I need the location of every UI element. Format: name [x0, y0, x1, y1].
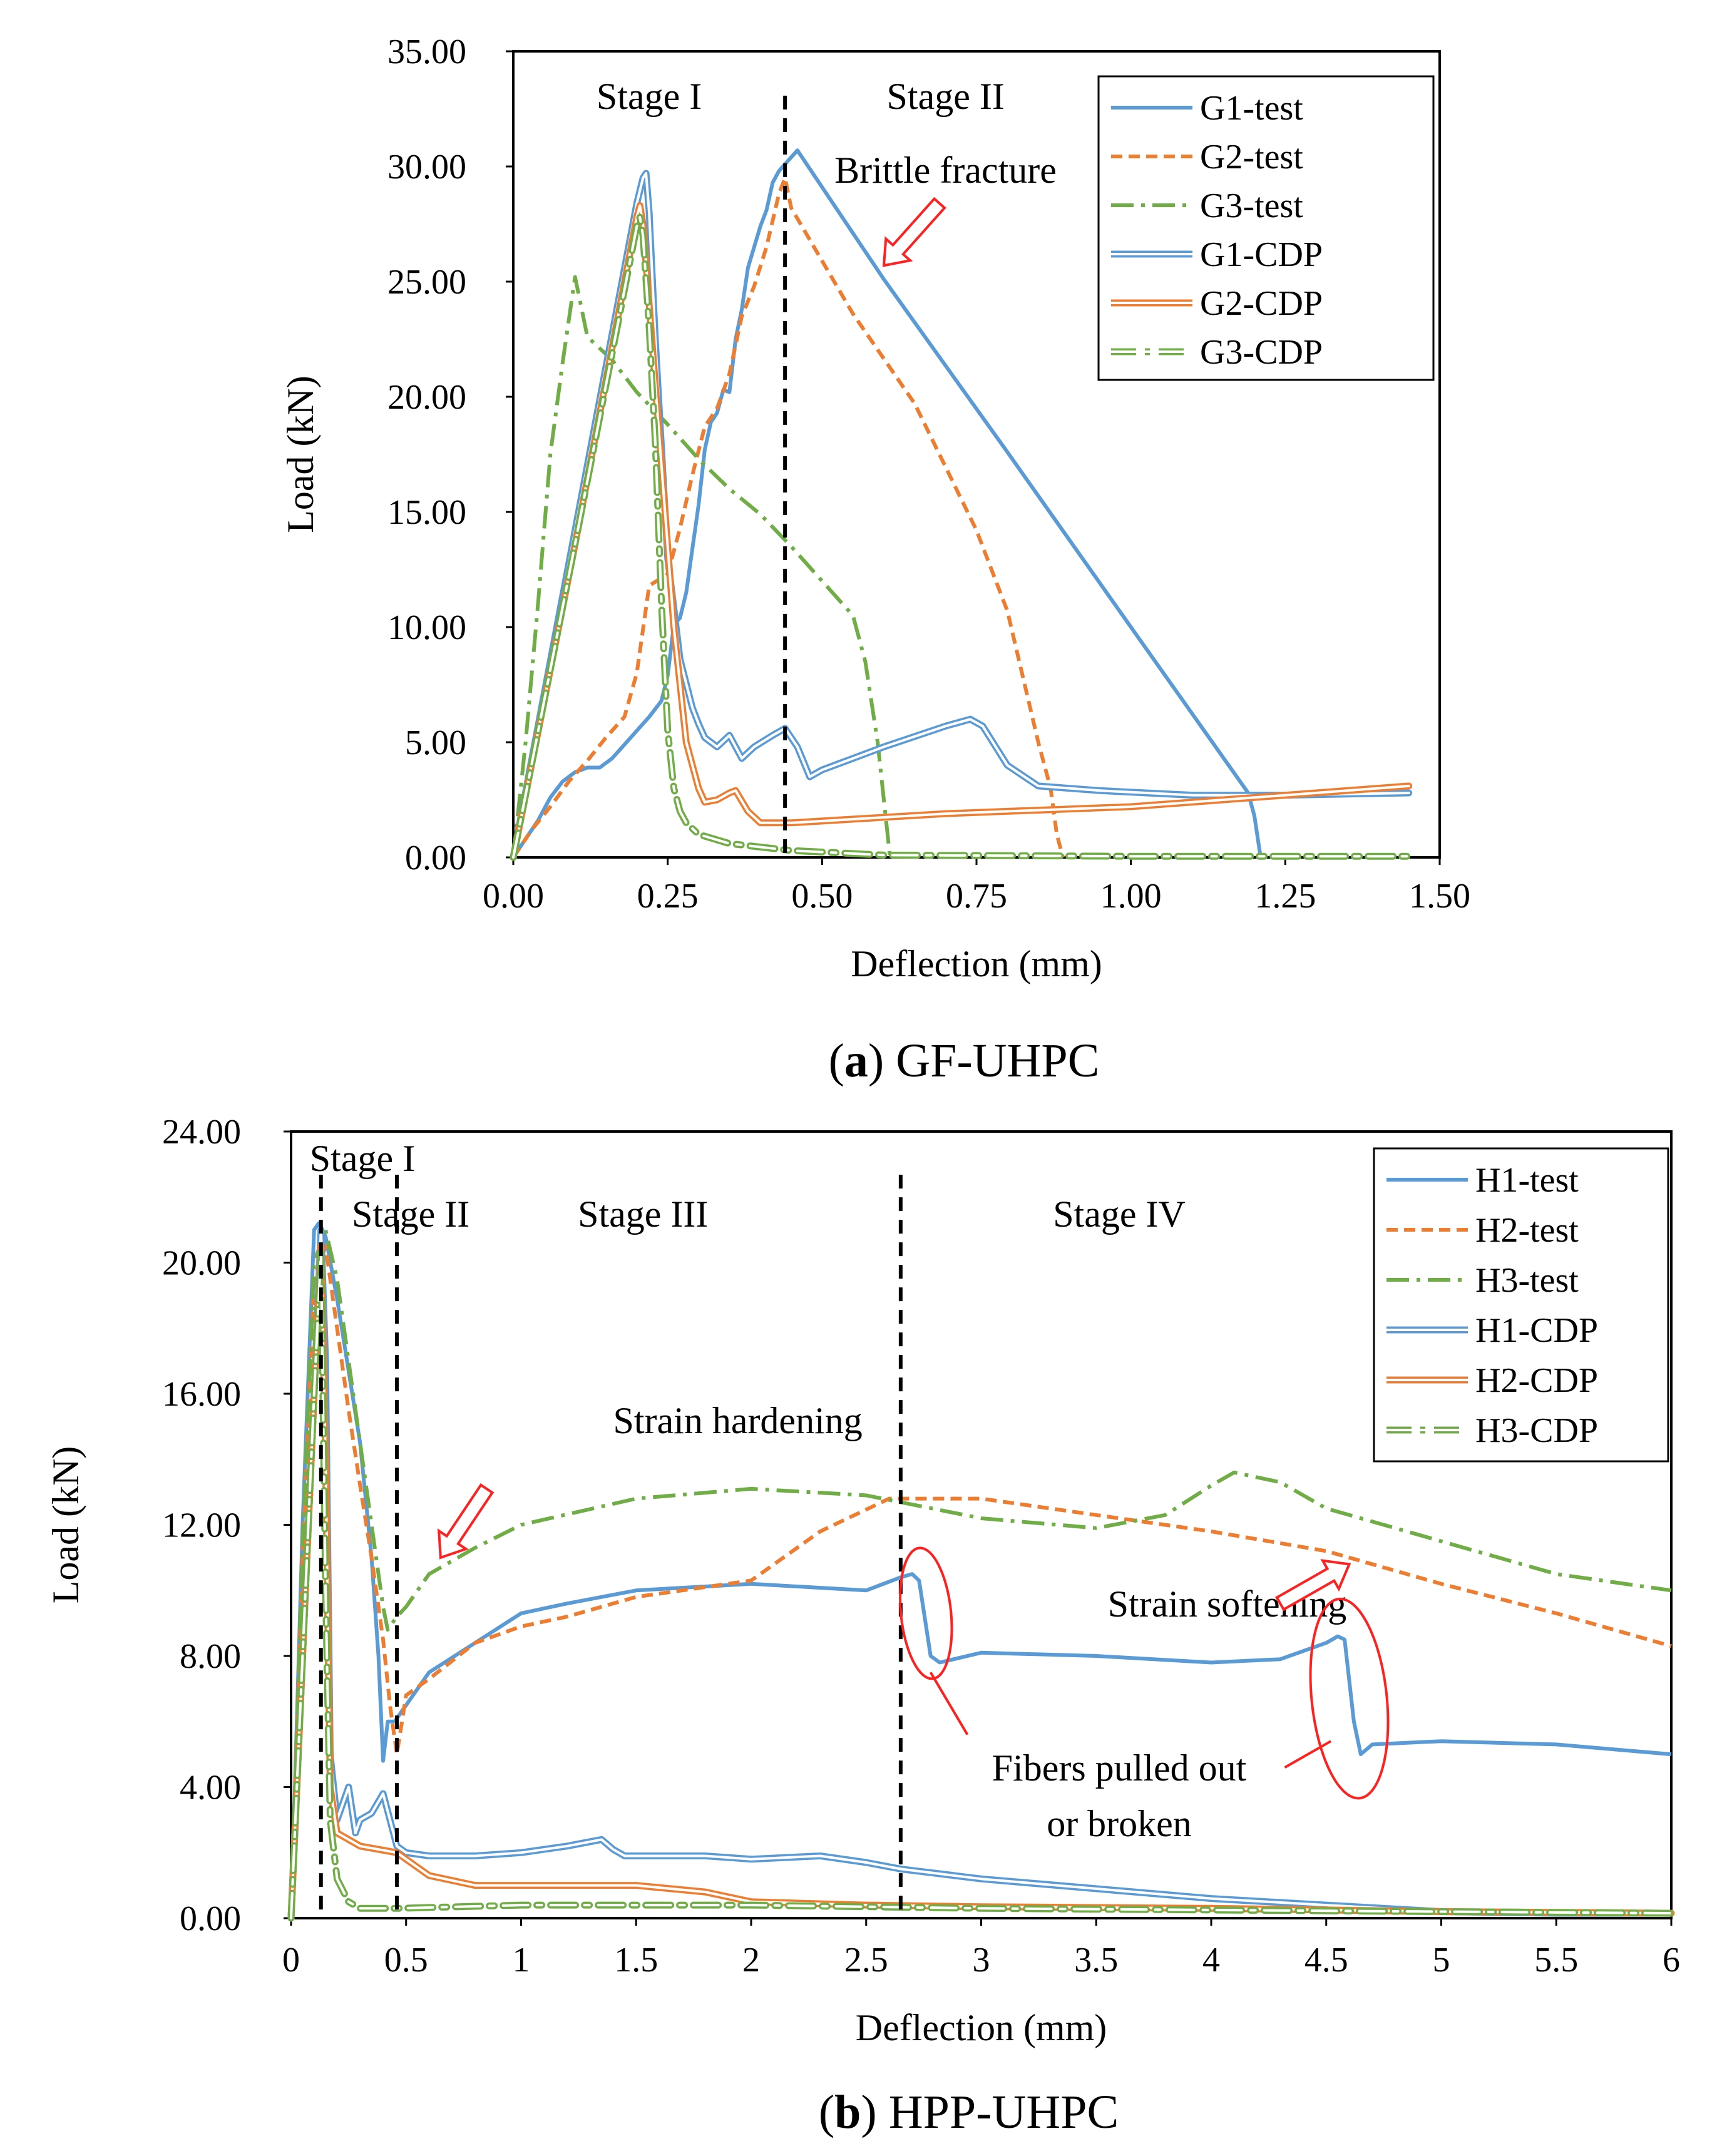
series-line-inner-g3-cdp [512, 216, 1410, 859]
y-axis-label: Load (kN) [45, 1446, 86, 1604]
x-tick-label: 5.5 [1534, 1941, 1578, 1980]
x-tick-label: 3.5 [1074, 1941, 1118, 1980]
stage-label: Stage III [578, 1193, 708, 1235]
annotation-text: Strain hardening [613, 1400, 863, 1441]
series-line-inner-h3-cdp [290, 1251, 1673, 1919]
caption-paren-open: ( [829, 1035, 844, 1087]
leader-line [929, 1672, 969, 1735]
x-tick-label: 2.5 [844, 1941, 888, 1980]
x-tick-label: 1.5 [614, 1941, 658, 1980]
legend-box [1097, 75, 1435, 381]
legend-label: G2-CDP [1200, 284, 1323, 323]
y-tick-label: 0.00 [405, 839, 466, 877]
x-tick-label: 1.00 [1100, 877, 1162, 916]
x-tick-label: 1.50 [1409, 877, 1470, 916]
series-line-h3-test [289, 1228, 1672, 1919]
legend-label: G2-test [1200, 138, 1303, 176]
legend: H1-test H2-test H3-test H1-CDP H2-CDP H3-CDP [1373, 1147, 1669, 1463]
annotation-arrow [882, 197, 946, 267]
x-tick-label: 0.5 [384, 1941, 428, 1980]
x-tick-label: 0.00 [483, 877, 544, 916]
y-tick-label: 15.00 [387, 493, 466, 532]
x-tick-label: 4 [1202, 1941, 1220, 1980]
x-tick-label: 4.5 [1304, 1941, 1348, 1980]
caption-letter: a [844, 1035, 868, 1087]
legend-label: G1-test [1200, 89, 1303, 128]
annotation-text: Brittle fracture [834, 150, 1057, 191]
panel-b-hpp-uhpc: 0 0.5 1 1.5 2 2.5 3 3.5 4 4.5 5 5.5 6 0.00 4.00 8.00 12.… [45, 1113, 1680, 2138]
x-tick-label: 0 [282, 1941, 300, 1980]
legend-label: H1-CDP [1475, 1311, 1598, 1350]
stage-label: Stage II [887, 76, 1005, 117]
legend-label: H1-test [1475, 1161, 1579, 1200]
x-tick-label: 1 [513, 1941, 530, 1980]
legend-label: H3-CDP [1475, 1411, 1598, 1450]
x-tick-label: 1.25 [1254, 877, 1316, 916]
series-line-h2-test [289, 1244, 1672, 1919]
series-line-g2-test [511, 176, 1065, 859]
x-tick-label: 0.25 [637, 877, 699, 916]
y-tick-label: 4.00 [180, 1769, 241, 1807]
caption-text: HPP-UHPC [889, 2086, 1119, 2138]
series-line-inner-g2-cdp [512, 204, 1410, 859]
caption-paren-close: ) [861, 2086, 888, 2138]
legend-label: H2-CDP [1475, 1361, 1598, 1400]
x-tick-label: 2 [742, 1941, 760, 1980]
annotation-arrow [1275, 1559, 1351, 1612]
legend-box [1373, 1147, 1669, 1463]
series-group [510, 148, 1413, 861]
caption-paren-open: ( [819, 2086, 834, 2138]
y-axis-label: Load (kN) [280, 376, 321, 533]
y-tick-label: 24.00 [162, 1113, 241, 1152]
panel-a-gf-uhpc: 0.00 0.25 0.50 0.75 1.00 1.25 1.50 0.00 5.00 10.0… [280, 33, 1470, 1087]
figure-caption: (b) HPP-UHPC [819, 2086, 1119, 2138]
y-tick-label: 16.00 [162, 1375, 241, 1414]
y-tick-label: 25.00 [387, 263, 466, 302]
stage-label: Stage I [310, 1138, 415, 1179]
legend-label: G3-CDP [1200, 333, 1323, 372]
caption-text: GF-UHPC [896, 1035, 1099, 1087]
y-tick-label: 10.00 [387, 608, 466, 647]
series-line-g1-test [511, 148, 1263, 859]
annotation-arrow [437, 1483, 495, 1560]
figure-caption: (a) GF-UHPC [829, 1035, 1100, 1087]
annotation-text: Fibers pulled out [992, 1747, 1247, 1789]
caption-paren-close: ) [868, 1035, 896, 1087]
y-tick-label: 30.00 [387, 148, 466, 186]
stage-label: Stage II [352, 1193, 469, 1235]
legend-label: G1-CDP [1200, 235, 1323, 274]
series-group [287, 1221, 1675, 1922]
annotation-text: or broken [1047, 1803, 1192, 1844]
series-line-g3-test [511, 275, 892, 858]
fiber-pullout-circle [1309, 1597, 1390, 1800]
fiber-pullout-circle [899, 1546, 953, 1680]
legend: G1-test G2-test G3-test G1-CDP G2-CDP G3-CDP [1097, 75, 1435, 381]
x-tick-label: 3 [973, 1941, 990, 1980]
x-tick-label: 6 [1663, 1941, 1680, 1980]
series-line-inner-g1-cdp [512, 172, 1410, 859]
y-tick-label: 20.00 [162, 1244, 241, 1283]
legend-label: H3-test [1475, 1261, 1579, 1300]
legend-label: G3-test [1200, 186, 1303, 225]
y-tick-label: 0.00 [180, 1899, 241, 1938]
x-tick-label: 0.50 [791, 877, 853, 916]
y-tick-label: 5.00 [405, 723, 466, 762]
x-axis-label: Deflection (mm) [851, 943, 1102, 984]
y-tick-label: 12.00 [162, 1506, 241, 1545]
caption-letter: b [834, 2086, 861, 2138]
y-tick-label: 20.00 [387, 378, 466, 417]
y-tick-label: 35.00 [387, 33, 466, 71]
legend-label: H2-test [1475, 1211, 1579, 1250]
x-axis-label: Deflection (mm) [856, 2007, 1107, 2048]
stage-label: Stage I [597, 76, 702, 117]
stage-label: Stage IV [1053, 1193, 1186, 1235]
leader-line [1284, 1740, 1332, 1769]
x-tick-label: 0.75 [946, 877, 1007, 916]
y-tick-label: 8.00 [180, 1637, 241, 1676]
x-tick-label: 5 [1433, 1941, 1450, 1980]
